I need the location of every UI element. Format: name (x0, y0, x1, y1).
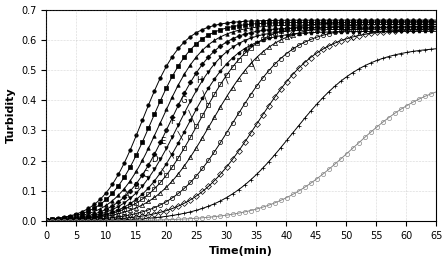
Text: I: I (219, 59, 228, 84)
Text: B: B (134, 182, 146, 199)
Text: A: A (125, 191, 137, 206)
Text: D: D (151, 155, 164, 172)
Text: K: K (286, 32, 294, 51)
Text: G: G (181, 96, 195, 125)
Text: J: J (246, 44, 255, 70)
X-axis label: Time(min): Time(min) (209, 247, 273, 256)
Text: L: L (341, 23, 353, 41)
Text: H: H (196, 76, 207, 104)
Text: F: F (170, 117, 183, 140)
Y-axis label: Turbidity: Turbidity (5, 88, 16, 143)
Text: E: E (160, 137, 174, 158)
Text: C: C (142, 170, 155, 187)
